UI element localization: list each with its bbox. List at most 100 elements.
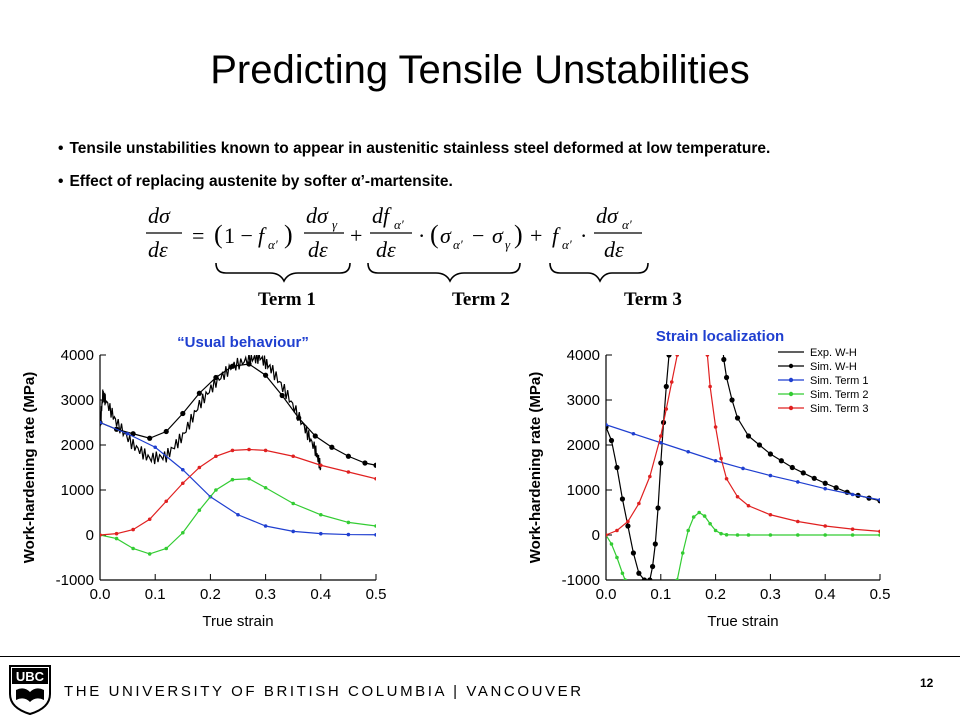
footer-divider	[0, 656, 960, 657]
data-point	[724, 476, 729, 481]
legend-entry: Sim. Term 2	[810, 389, 868, 401]
data-point	[263, 372, 269, 378]
legend-marker	[788, 391, 794, 397]
data-point	[800, 470, 806, 476]
data-point	[756, 442, 763, 448]
chart-title: “Usual behaviour”	[177, 334, 309, 351]
bullet-item: Effect of replacing austenite by softer …	[58, 165, 770, 198]
data-point	[878, 498, 880, 502]
data-point	[822, 480, 828, 486]
legend-entry: Sim. W-H	[810, 361, 857, 373]
data-point	[291, 529, 296, 534]
data-point	[778, 458, 784, 464]
data-point	[724, 532, 729, 537]
x-tick-label: 0.1	[650, 586, 671, 603]
y-tick-label: 1000	[61, 482, 94, 499]
data-point	[608, 437, 615, 444]
data-point	[620, 571, 625, 576]
data-point	[213, 374, 219, 381]
data-point	[708, 384, 712, 389]
svg-text:=: =	[192, 223, 204, 248]
strain-localization-chart: 0.0 0.1 0.2 0.3 0.4 0.5 -1000 0 1000 2000 3000 4000…	[527, 328, 890, 630]
svg-text:α′: α′	[453, 237, 463, 252]
data-point	[666, 355, 672, 358]
svg-text:dσ: dσ	[306, 203, 329, 228]
data-point	[263, 485, 268, 490]
data-point	[373, 462, 376, 468]
data-point	[362, 460, 368, 466]
data-point	[659, 434, 663, 438]
data-point	[180, 410, 186, 417]
chart-title: Strain localization	[656, 328, 784, 345]
x-axis-label: True strain	[707, 613, 778, 630]
data-point	[615, 528, 619, 533]
svg-text:−: −	[472, 223, 484, 248]
y-tick-label: 3000	[61, 392, 94, 409]
legend-marker	[788, 363, 794, 369]
data-point	[796, 480, 800, 484]
data-point	[163, 428, 169, 435]
data-point	[735, 494, 740, 499]
x-axis-label: True strain	[202, 613, 273, 630]
x-tick-label: 0.1	[145, 586, 166, 603]
data-point	[649, 563, 656, 570]
svg-text:γ: γ	[332, 217, 338, 232]
data-point	[768, 512, 773, 517]
data-point	[713, 425, 718, 429]
data-point	[833, 485, 839, 491]
data-point	[789, 464, 795, 471]
data-point	[625, 523, 631, 529]
data-point	[768, 473, 773, 478]
data-point	[197, 508, 202, 513]
y-tick-label: 1000	[567, 482, 600, 499]
data-point	[702, 514, 707, 518]
data-point	[230, 477, 235, 482]
data-point	[631, 431, 636, 436]
data-point	[741, 466, 745, 471]
data-point	[878, 529, 880, 534]
svg-text:·: ·	[418, 223, 425, 248]
series-line	[606, 355, 670, 580]
data-point	[675, 578, 680, 580]
data-point	[319, 463, 323, 468]
data-point	[615, 555, 619, 560]
data-point	[312, 433, 318, 439]
usual-behaviour-chart: 0.0 0.1 0.2 0.3 0.4 0.5 -1000 0 1000 2000 3000 4000…	[21, 334, 387, 630]
svg-text:α′: α′	[394, 217, 404, 232]
data-point	[655, 505, 661, 511]
data-point	[619, 496, 626, 502]
slide-title: Predicting Tensile Unstabilities	[210, 48, 750, 92]
legend-marker	[788, 405, 794, 411]
data-point	[114, 536, 119, 541]
data-point	[745, 433, 752, 439]
data-point	[729, 397, 735, 403]
legend-entry: Sim. Term 1	[810, 375, 868, 387]
data-point	[637, 501, 641, 506]
data-point	[230, 448, 235, 453]
data-point	[114, 531, 119, 536]
data-point	[734, 415, 741, 421]
series-line	[606, 355, 678, 536]
data-point	[346, 532, 351, 537]
data-point	[374, 476, 376, 481]
svg-text:dε: dε	[604, 237, 624, 262]
data-point	[131, 546, 135, 551]
svg-text:α′: α′	[622, 217, 632, 232]
university-name: THE UNIVERSITY OF BRITISH COLUMBIA | VAN…	[64, 683, 584, 700]
data-point	[850, 492, 855, 497]
data-point	[811, 475, 817, 481]
y-tick-label: 4000	[61, 347, 94, 364]
data-point	[663, 383, 669, 390]
y-tick-label: 0	[592, 527, 600, 544]
data-point	[214, 454, 218, 459]
svg-text:dε: dε	[376, 237, 396, 262]
data-point	[229, 363, 236, 369]
data-point	[196, 390, 202, 396]
x-tick-label: 0.3	[760, 586, 781, 603]
y-tick-label: -1000	[56, 572, 94, 589]
series-line	[100, 421, 376, 536]
y-tick-label: 2000	[567, 437, 600, 454]
x-tick-label: 0.5	[366, 586, 387, 603]
data-point	[850, 533, 855, 537]
data-point	[878, 533, 880, 537]
